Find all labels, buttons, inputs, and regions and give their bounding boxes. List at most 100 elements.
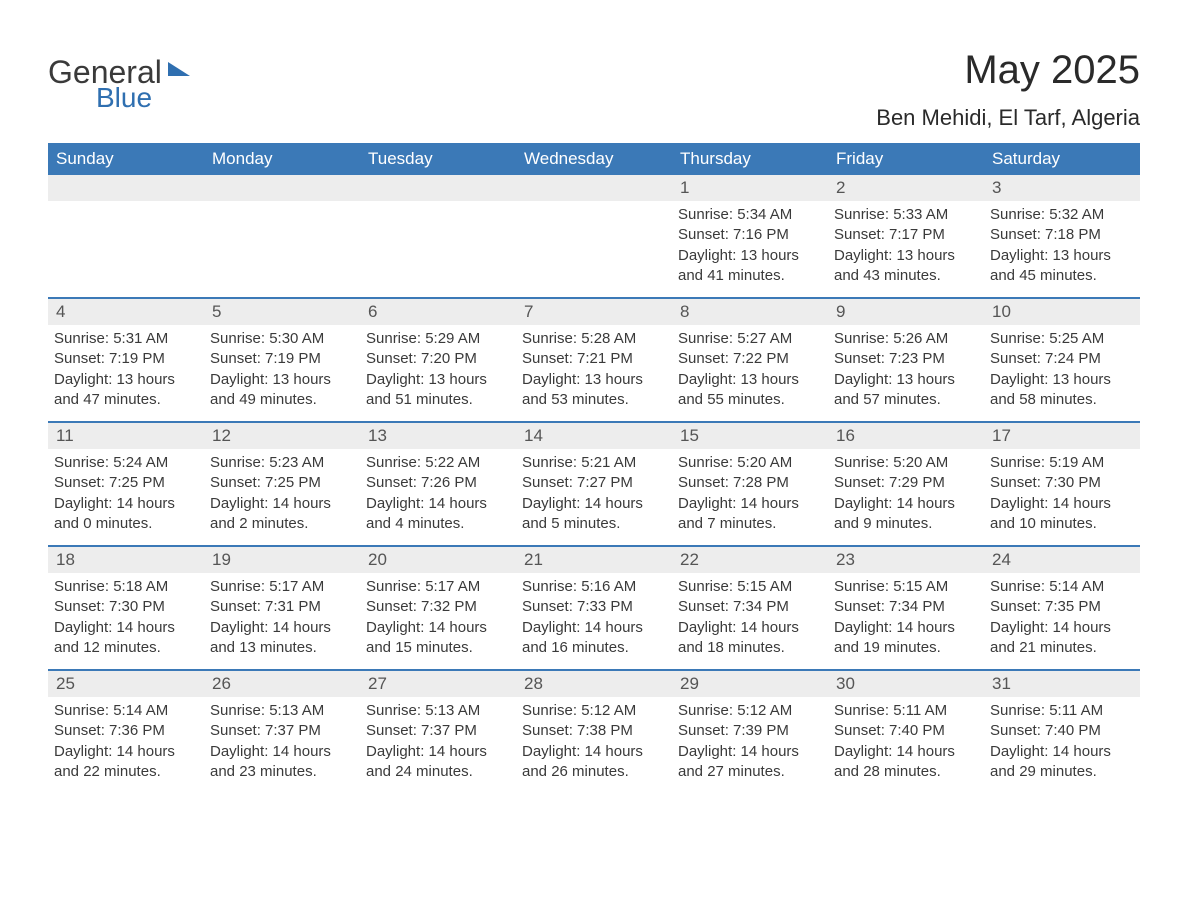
daylight-line1: Daylight: 14 hours (834, 494, 978, 514)
dow-tuesday: Tuesday (360, 143, 516, 175)
day-number-row: 18 (48, 547, 204, 573)
daylight-line2: and 47 minutes. (54, 390, 198, 410)
sunset-text: Sunset: 7:25 PM (54, 473, 198, 493)
daylight-line1: Daylight: 13 hours (522, 370, 666, 390)
day-info: Sunrise: 5:14 AMSunset: 7:35 PMDaylight:… (990, 577, 1134, 658)
sunset-text: Sunset: 7:33 PM (522, 597, 666, 617)
daylight-line2: and 12 minutes. (54, 638, 198, 658)
day-cell: 21Sunrise: 5:16 AMSunset: 7:33 PMDayligh… (516, 547, 672, 669)
daylight-line1: Daylight: 14 hours (990, 494, 1134, 514)
day-info: Sunrise: 5:19 AMSunset: 7:30 PMDaylight:… (990, 453, 1134, 534)
sunrise-text: Sunrise: 5:21 AM (522, 453, 666, 473)
daylight-line2: and 49 minutes. (210, 390, 354, 410)
day-number-row: 29 (672, 671, 828, 697)
day-number-row: 21 (516, 547, 672, 573)
sunset-text: Sunset: 7:28 PM (678, 473, 822, 493)
daylight-line1: Daylight: 13 hours (210, 370, 354, 390)
day-info: Sunrise: 5:17 AMSunset: 7:32 PMDaylight:… (366, 577, 510, 658)
sunset-text: Sunset: 7:38 PM (522, 721, 666, 741)
day-number-row: 30 (828, 671, 984, 697)
day-cell: 18Sunrise: 5:18 AMSunset: 7:30 PMDayligh… (48, 547, 204, 669)
daylight-line1: Daylight: 14 hours (54, 494, 198, 514)
day-number: 16 (828, 423, 863, 449)
sunrise-text: Sunrise: 5:19 AM (990, 453, 1134, 473)
day-info: Sunrise: 5:28 AMSunset: 7:21 PMDaylight:… (522, 329, 666, 410)
sunset-text: Sunset: 7:25 PM (210, 473, 354, 493)
day-cell (516, 175, 672, 297)
day-info: Sunrise: 5:33 AMSunset: 7:17 PMDaylight:… (834, 205, 978, 286)
day-number-row: 20 (360, 547, 516, 573)
sunrise-text: Sunrise: 5:24 AM (54, 453, 198, 473)
daylight-line2: and 19 minutes. (834, 638, 978, 658)
empty-day-header (360, 175, 516, 201)
daylight-line2: and 27 minutes. (678, 762, 822, 782)
sunset-text: Sunset: 7:16 PM (678, 225, 822, 245)
day-number-row: 22 (672, 547, 828, 573)
day-number-row: 15 (672, 423, 828, 449)
daylight-line1: Daylight: 14 hours (990, 618, 1134, 638)
day-number-row: 8 (672, 299, 828, 325)
daylight-line2: and 5 minutes. (522, 514, 666, 534)
day-info: Sunrise: 5:24 AMSunset: 7:25 PMDaylight:… (54, 453, 198, 534)
daylight-line1: Daylight: 14 hours (678, 618, 822, 638)
day-of-week-header: SundayMondayTuesdayWednesdayThursdayFrid… (48, 143, 1140, 175)
sunset-text: Sunset: 7:35 PM (990, 597, 1134, 617)
day-number: 11 (48, 423, 82, 449)
sunset-text: Sunset: 7:21 PM (522, 349, 666, 369)
day-cell: 3Sunrise: 5:32 AMSunset: 7:18 PMDaylight… (984, 175, 1140, 297)
day-cell: 4 Sunrise: 5:31 AMSunset: 7:19 PMDaylight… (48, 299, 204, 421)
day-number-row: 12 (204, 423, 360, 449)
day-number: 6 (360, 299, 385, 325)
dow-sunday: Sunday (48, 143, 204, 175)
daylight-line2: and 51 minutes. (366, 390, 510, 410)
daylight-line1: Daylight: 14 hours (366, 742, 510, 762)
daylight-line1: Daylight: 13 hours (834, 246, 978, 266)
day-cell: 19Sunrise: 5:17 AMSunset: 7:31 PMDayligh… (204, 547, 360, 669)
day-number-row: 7 (516, 299, 672, 325)
day-number-row: 4 (48, 299, 204, 325)
day-number: 8 (672, 299, 697, 325)
daylight-line2: and 53 minutes. (522, 390, 666, 410)
sunrise-text: Sunrise: 5:20 AM (834, 453, 978, 473)
week-row: 11Sunrise: 5:24 AMSunset: 7:25 PMDayligh… (48, 421, 1140, 545)
day-cell: 29Sunrise: 5:12 AMSunset: 7:39 PMDayligh… (672, 671, 828, 793)
sunset-text: Sunset: 7:36 PM (54, 721, 198, 741)
daylight-line2: and 21 minutes. (990, 638, 1134, 658)
day-info: Sunrise: 5:23 AMSunset: 7:25 PMDaylight:… (210, 453, 354, 534)
day-number: 2 (828, 175, 853, 201)
daylight-line1: Daylight: 14 hours (210, 618, 354, 638)
sunset-text: Sunset: 7:40 PM (834, 721, 978, 741)
sunrise-text: Sunrise: 5:28 AM (522, 329, 666, 349)
day-cell: 16 Sunrise: 5:20 AMSunset: 7:29 PMDayligh… (828, 423, 984, 545)
daylight-line1: Daylight: 13 hours (366, 370, 510, 390)
daylight-line2: and 13 minutes. (210, 638, 354, 658)
daylight-line1: Daylight: 13 hours (834, 370, 978, 390)
day-info: Sunrise: 5:32 AMSunset: 7:18 PMDaylight:… (990, 205, 1134, 286)
daylight-line1: Daylight: 14 hours (522, 742, 666, 762)
day-number-row: 9 (828, 299, 984, 325)
daylight-line1: Daylight: 14 hours (210, 494, 354, 514)
daylight-line1: Daylight: 14 hours (834, 742, 978, 762)
day-info: Sunrise: 5:31 AMSunset: 7:19 PMDaylight:… (54, 329, 198, 410)
daylight-line2: and 28 minutes. (834, 762, 978, 782)
day-info: Sunrise: 5:20 AMSunset: 7:29 PMDaylight:… (834, 453, 978, 534)
daylight-line2: and 16 minutes. (522, 638, 666, 658)
day-info: Sunrise: 5:15 AMSunset: 7:34 PMDaylight:… (678, 577, 822, 658)
daylight-line2: and 45 minutes. (990, 266, 1134, 286)
sunrise-text: Sunrise: 5:31 AM (54, 329, 198, 349)
sunset-text: Sunset: 7:19 PM (54, 349, 198, 369)
day-cell: 17Sunrise: 5:19 AMSunset: 7:30 PMDayligh… (984, 423, 1140, 545)
day-number: 20 (360, 547, 395, 573)
logo-text-block: General Blue (48, 56, 162, 114)
sunrise-text: Sunrise: 5:13 AM (210, 701, 354, 721)
day-number-row: 25 (48, 671, 204, 697)
daylight-line1: Daylight: 14 hours (366, 494, 510, 514)
sunset-text: Sunset: 7:37 PM (210, 721, 354, 741)
daylight-line2: and 26 minutes. (522, 762, 666, 782)
day-number-row: 28 (516, 671, 672, 697)
sunrise-text: Sunrise: 5:27 AM (678, 329, 822, 349)
day-info: Sunrise: 5:21 AMSunset: 7:27 PMDaylight:… (522, 453, 666, 534)
day-number: 7 (516, 299, 541, 325)
day-cell: 11 Sunrise: 5:24 AMSunset: 7:25 PMDayligh… (48, 423, 204, 545)
daylight-line1: Daylight: 14 hours (834, 618, 978, 638)
